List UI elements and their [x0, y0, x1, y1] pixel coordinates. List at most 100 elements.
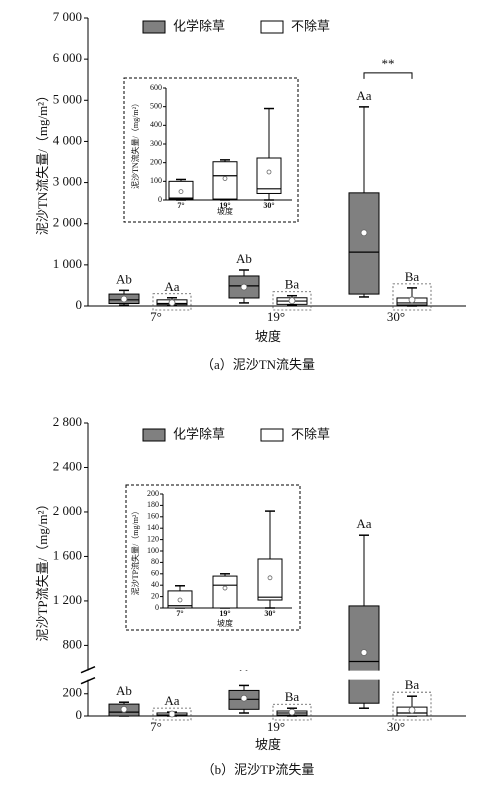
letter-label: Ba [405, 269, 420, 284]
mean [288, 708, 296, 716]
y-tick-label: 2 000 [53, 503, 82, 518]
dashed-frame [392, 691, 432, 721]
x-tick-label: 19° [267, 719, 285, 734]
y-tick-label: 80 [151, 557, 159, 566]
caption: （b）泥沙TP流失量 [202, 762, 315, 777]
y-tick-label: 200 [63, 685, 83, 700]
mean [408, 296, 416, 304]
x-tick-label: 30° [387, 309, 405, 324]
legend-swatch [260, 428, 284, 442]
mean [240, 694, 248, 702]
y-tick-label: 160 [147, 512, 159, 521]
mean [168, 299, 176, 307]
y-tick-label: 7 000 [53, 9, 82, 24]
y-tick-label: 5 000 [53, 91, 82, 106]
x-tick-label: 7° [177, 201, 184, 210]
y-tick-label: 20 [151, 591, 159, 600]
y-tick-label: 1 600 [53, 547, 82, 562]
y-tick-label: 200 [150, 157, 162, 166]
y-tick-label: 120 [147, 534, 159, 543]
y-tick-label: 140 [147, 523, 159, 532]
letter-label: Ab [116, 683, 132, 698]
axis-break-mark [80, 676, 96, 685]
y-tick-label: 100 [147, 546, 159, 555]
x-tick-label: 19° [267, 309, 285, 324]
y-tick-label: 0 [76, 707, 83, 722]
x-tick-label: 7° [150, 309, 162, 324]
x-tick-label: 30° [264, 609, 275, 618]
y-axis-label: 泥沙TP流失量/（mg/m²） [130, 507, 140, 596]
x-tick-label: 19° [219, 201, 230, 210]
x-tick-label: 30° [263, 201, 274, 210]
legend-label: 化学除草 [173, 427, 225, 443]
mean [360, 229, 368, 237]
axis-break-gap [82, 670, 460, 680]
box [212, 575, 238, 609]
mean [360, 649, 368, 656]
y-tick-label: 100 [150, 176, 162, 185]
y-tick-label: 40 [151, 580, 159, 589]
y-tick-label: 400 [150, 120, 162, 129]
mean [222, 176, 228, 181]
mean [178, 189, 184, 195]
mean [288, 297, 296, 305]
letter-label: Aa [356, 88, 371, 103]
y-axis-label: 泥沙TP流失量/（mg/m²） [35, 497, 50, 641]
mean [168, 710, 176, 718]
y-tick-label: 500 [150, 101, 162, 110]
y-tick-label: 2 400 [53, 458, 82, 473]
y-tick-label: 800 [63, 636, 83, 651]
significance-label: ** [382, 56, 395, 71]
significance-bracket [363, 72, 413, 79]
x-axis-label: 坡度 [255, 329, 281, 344]
mean [177, 597, 183, 603]
y-tick-label: 0 [158, 195, 162, 204]
dashed-frame [152, 707, 192, 721]
mean [267, 575, 273, 581]
mean [120, 295, 128, 303]
box [348, 192, 380, 295]
letter-label: Ba [285, 689, 300, 704]
y-tick-label: 300 [150, 139, 162, 148]
legend-swatch [142, 428, 166, 442]
legend-label: 不除草 [291, 20, 330, 35]
caption: （a）泥沙TN流失量 [201, 357, 315, 372]
legend-label: 化学除草 [173, 19, 225, 35]
mean [266, 169, 272, 175]
y-tick-label: 2 800 [53, 414, 82, 429]
letter-label: Aa [164, 693, 179, 708]
y-tick-label: 4 000 [53, 132, 82, 147]
x-tick-label: 19° [219, 609, 230, 618]
y-axis-label: 泥沙TN流失量/（mg/m²） [35, 89, 50, 235]
y-tick-label: 60 [151, 569, 159, 578]
mean [240, 283, 248, 291]
letter-label: Ba [405, 677, 420, 692]
x-tick-label: 30° [387, 719, 405, 734]
letter-label: Aa [164, 279, 179, 294]
y-tick-label: 3 000 [53, 174, 82, 189]
mean [222, 585, 228, 591]
y-tick-label: 0 [155, 603, 159, 612]
x-axis-label: 坡度 [217, 206, 233, 216]
y-tick-label: 0 [76, 297, 83, 312]
mean [408, 706, 416, 714]
letter-label: Aa [356, 516, 371, 531]
dashed-frame [152, 293, 192, 311]
y-tick-label: 1 000 [53, 256, 82, 271]
y-axis-label: 泥沙TN流失量/（mg/m²） [130, 99, 140, 189]
y-tick-label: 2 000 [53, 215, 82, 230]
letter-label: Ab [116, 271, 132, 286]
x-tick-label: 7° [176, 609, 183, 618]
legend-swatch [142, 20, 166, 34]
legend-label: 不除草 [291, 428, 330, 443]
y-tick-label: 1 200 [53, 592, 82, 607]
y-tick-label: 600 [150, 83, 162, 92]
letter-label: Ba [285, 277, 300, 292]
y-tick-label: 6 000 [53, 50, 82, 65]
legend-swatch [260, 20, 284, 34]
x-axis-label: 坡度 [255, 737, 281, 752]
mean [120, 705, 128, 713]
x-tick-label: 7° [150, 719, 162, 734]
y-tick-label: 200 [147, 489, 159, 498]
